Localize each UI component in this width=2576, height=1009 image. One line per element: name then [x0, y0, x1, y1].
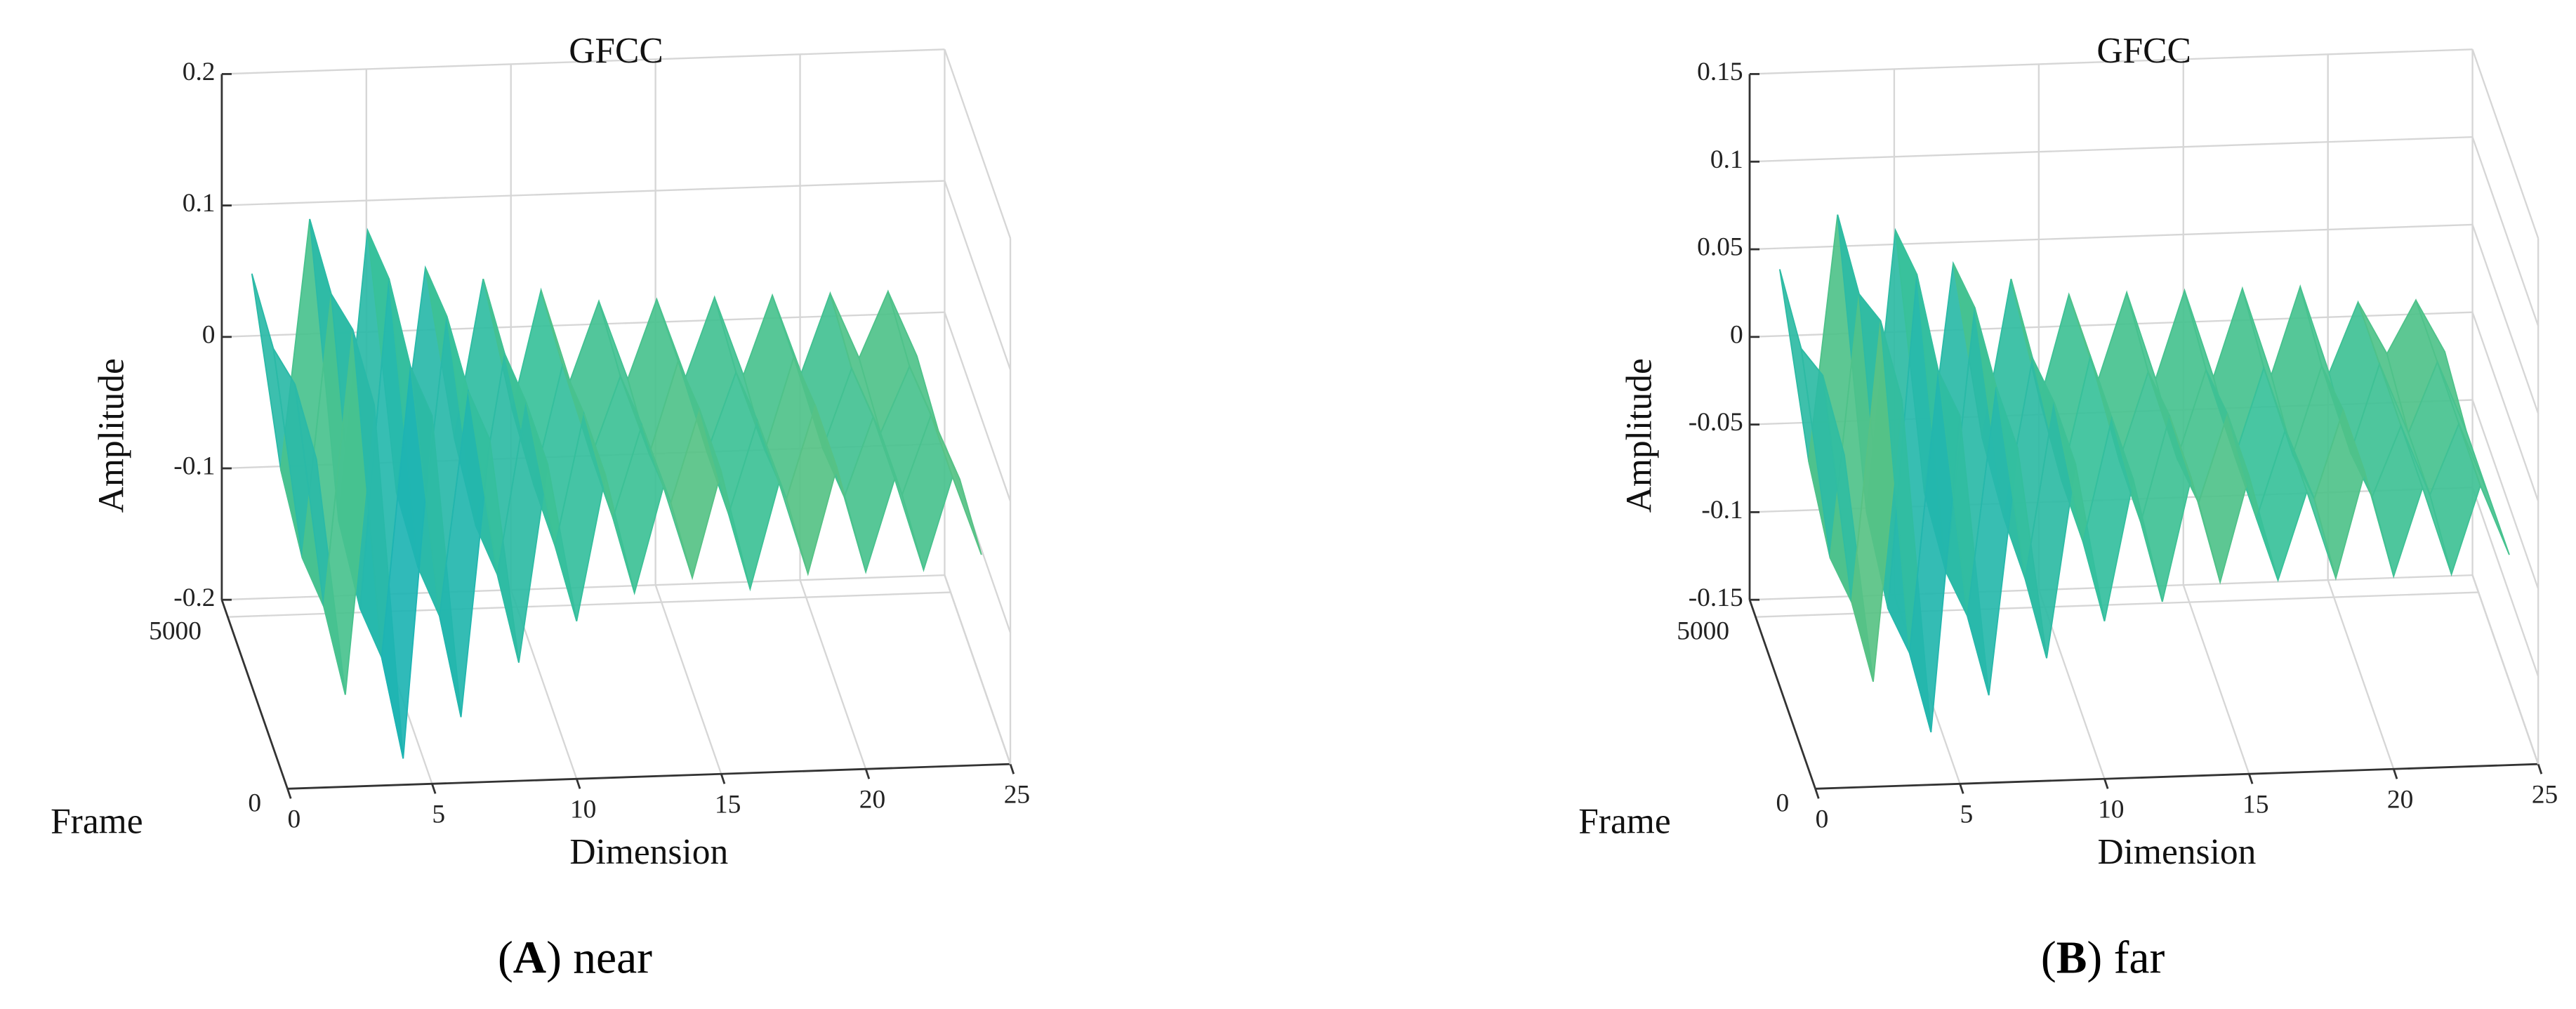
x-tick-label: 25 [2532, 781, 2558, 810]
grid-line [221, 48, 945, 75]
x-tick-label: 0 [1816, 805, 1829, 834]
grid-line [944, 312, 1012, 502]
tick-mark [575, 778, 581, 789]
x-axis-label: Dimension [569, 832, 728, 872]
z-tick-label: 0.05 [1697, 233, 1743, 262]
x-tick-label: 20 [859, 786, 885, 815]
grid-line [944, 48, 1012, 239]
z-tick-label: -0.1 [1701, 496, 1743, 525]
x-tick-label: 10 [570, 796, 596, 824]
x-tick-label: 15 [715, 791, 741, 819]
panel: 0 5 10 15 20 25 -0.2 -0.1 0 0.1 0.2 0 5000 Dimension F… [51, 31, 1030, 983]
grid-line [2471, 487, 2539, 677]
frame-axis [220, 599, 289, 789]
grid-line [2327, 579, 2395, 770]
z-axis-label: Amplitude [1620, 358, 1660, 513]
tick-mark [1959, 783, 1964, 794]
tick-mark [431, 783, 437, 794]
frame-tick-label: 0 [1776, 789, 1789, 817]
tick-mark [2103, 778, 2109, 789]
z-tick-label: 0.1 [1710, 145, 1743, 174]
grid-line [944, 180, 1012, 371]
x-tick-label: 20 [2387, 786, 2413, 815]
x-tick-label: 0 [287, 805, 300, 834]
grid-line [1749, 136, 2473, 163]
frame-tick-label: 5000 [1677, 617, 1729, 646]
chart-title: GFCC [569, 31, 663, 71]
x-tick-label: 10 [2098, 796, 2124, 824]
x-tick-label: 5 [1960, 800, 1974, 829]
grid-line [221, 180, 945, 206]
z-tick-label: -0.15 [1689, 583, 1743, 612]
grid-line [799, 579, 867, 770]
x-tick-label: 15 [2243, 791, 2268, 819]
x-axis-label: Dimension [2097, 832, 2256, 872]
caption-part: B [2056, 932, 2087, 983]
x-tick-label: 25 [1004, 781, 1030, 810]
grid-line [2471, 400, 2539, 590]
surface-cell [727, 418, 780, 592]
z-tick-label: 0.2 [183, 58, 216, 86]
surface-cell [843, 415, 896, 574]
tick-mark [286, 788, 292, 799]
z-tick-label: -0.1 [173, 452, 215, 481]
grid-line [2471, 48, 2539, 239]
grid-line [1749, 48, 2473, 75]
z-tick-label: -0.05 [1689, 408, 1743, 437]
caption-part: ) near [546, 932, 652, 983]
frame-tick-label: 0 [248, 789, 261, 817]
caption-part: ( [498, 932, 513, 983]
chart-title: GFCC [2096, 31, 2191, 71]
caption: (B) far [2041, 932, 2165, 983]
caption-part: ( [2041, 932, 2056, 983]
x-tick-label: 5 [432, 800, 445, 829]
tick-mark [2537, 763, 2543, 774]
z-tick-label: 0 [202, 320, 216, 349]
tick-mark [1814, 788, 1820, 799]
grid-line [2182, 584, 2250, 774]
frame-axis-label: Frame [1578, 802, 1671, 842]
caption-part: ) far [2087, 932, 2165, 983]
tick-mark [720, 773, 726, 784]
grid-line [2471, 136, 2539, 327]
tick-mark [1009, 763, 1015, 774]
frame-axis-label: Frame [51, 802, 143, 842]
z-tick-label: 0.1 [183, 189, 216, 218]
box-edge [2471, 574, 2539, 765]
frame-axis [1748, 599, 1816, 789]
z-axis-label: Amplitude [92, 358, 132, 513]
z-tick-label: -0.2 [173, 583, 215, 612]
box-edge [944, 574, 1012, 765]
x-axis [287, 763, 1011, 790]
z-tick-label: 0 [1730, 320, 1743, 349]
grid-line [654, 584, 722, 774]
grid-line [2471, 312, 2539, 502]
tick-mark [2248, 773, 2254, 784]
surface-cell [2458, 423, 2510, 555]
grid-line [2471, 224, 2539, 414]
panel: 0 5 10 15 20 25 -0.15 -0.1 -0.05 0 0.05 0.1 0.15 0 500… [1578, 31, 2558, 983]
x-axis [1815, 763, 2539, 790]
caption: (A) near [498, 932, 652, 983]
z-tick-label: 0.15 [1697, 58, 1743, 86]
grid-line [1749, 223, 2473, 251]
frame-tick-label: 5000 [149, 617, 202, 646]
caption-part: A [513, 932, 546, 983]
tick-mark [2392, 768, 2398, 779]
surface-cell [930, 414, 982, 555]
tick-mark [864, 768, 871, 779]
